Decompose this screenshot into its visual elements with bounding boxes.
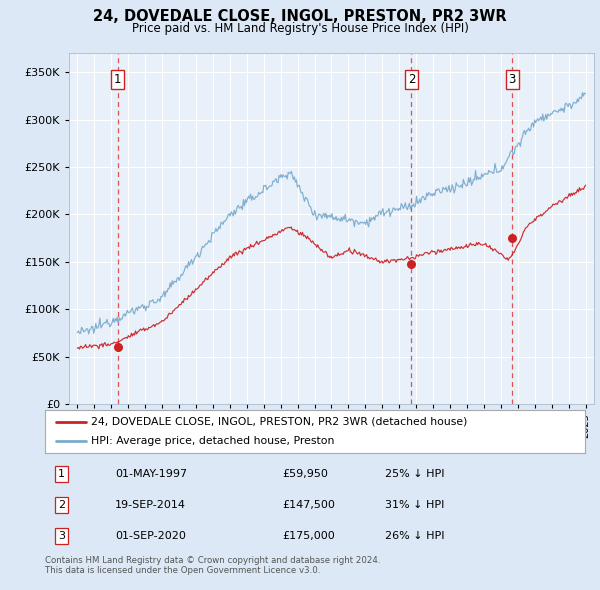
Text: 24, DOVEDALE CLOSE, INGOL, PRESTON, PR2 3WR (detached house): 24, DOVEDALE CLOSE, INGOL, PRESTON, PR2 … — [91, 417, 467, 427]
Text: 3: 3 — [58, 531, 65, 541]
Text: 24, DOVEDALE CLOSE, INGOL, PRESTON, PR2 3WR: 24, DOVEDALE CLOSE, INGOL, PRESTON, PR2 … — [93, 9, 507, 24]
Text: 3: 3 — [509, 73, 516, 86]
Text: £59,950: £59,950 — [283, 469, 328, 479]
Text: 1: 1 — [114, 73, 121, 86]
Text: HPI: Average price, detached house, Preston: HPI: Average price, detached house, Pres… — [91, 437, 334, 447]
Text: 31% ↓ HPI: 31% ↓ HPI — [385, 500, 445, 510]
Text: 19-SEP-2014: 19-SEP-2014 — [115, 500, 186, 510]
Text: 26% ↓ HPI: 26% ↓ HPI — [385, 531, 445, 541]
Text: Price paid vs. HM Land Registry's House Price Index (HPI): Price paid vs. HM Land Registry's House … — [131, 22, 469, 35]
Text: £175,000: £175,000 — [283, 531, 335, 541]
Text: 01-SEP-2020: 01-SEP-2020 — [115, 531, 186, 541]
Text: £147,500: £147,500 — [283, 500, 335, 510]
Text: 1: 1 — [58, 469, 65, 479]
Text: 2: 2 — [58, 500, 65, 510]
Text: 25% ↓ HPI: 25% ↓ HPI — [385, 469, 445, 479]
Text: 01-MAY-1997: 01-MAY-1997 — [115, 469, 187, 479]
Text: Contains HM Land Registry data © Crown copyright and database right 2024.
This d: Contains HM Land Registry data © Crown c… — [45, 556, 380, 575]
Text: 2: 2 — [407, 73, 415, 86]
